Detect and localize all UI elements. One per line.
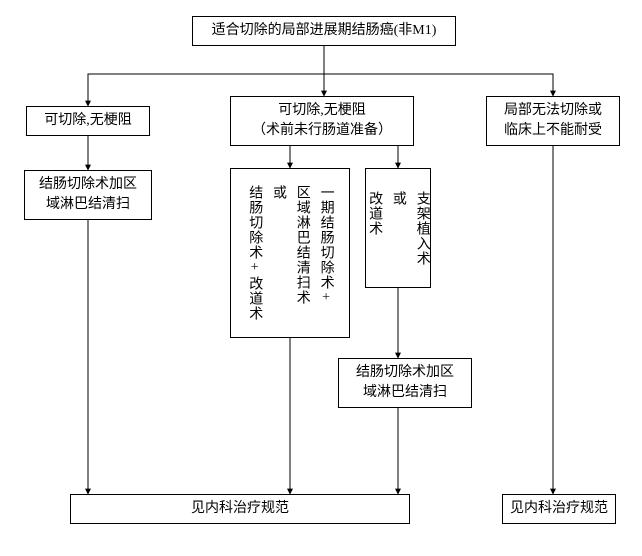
node-mid1: 可切除,无梗阻 （术前未行肠道准备） xyxy=(230,96,414,146)
node-mid2a-col1: 区域淋巴结清扫术 xyxy=(290,185,314,305)
node-left2-label: 结肠切除术加区 域淋巴结清扫 xyxy=(39,175,137,214)
node-left2: 结肠切除术加区 域淋巴结清扫 xyxy=(24,170,152,220)
node-mid2a-col2: 或 xyxy=(266,185,290,200)
node-out-left: 见内科治疗规范 xyxy=(70,494,410,524)
edge-root-right1 xyxy=(324,46,553,96)
node-mid2a-content: 结肠切除术+改道术 或 区域淋巴结清扫术 一期结肠切除术+ xyxy=(242,185,337,321)
node-out-left-label: 见内科治疗规范 xyxy=(191,499,289,519)
node-mid2b-content: 改道术 或 支架植入术 xyxy=(362,191,433,266)
node-mid2b: 改道术 或 支架植入术 xyxy=(365,168,431,288)
node-left1: 可切除,无梗阻 xyxy=(26,106,150,136)
node-mid1-label: 可切除,无梗阻 （术前未行肠道准备） xyxy=(252,101,392,140)
node-mid2a: 结肠切除术+改道术 或 区域淋巴结清扫术 一期结肠切除术+ xyxy=(230,168,350,338)
node-mid3: 结肠切除术加区 域淋巴结清扫 xyxy=(338,358,472,408)
node-mid2b-col1: 或 xyxy=(386,191,410,206)
node-root-label: 适合切除的局部进展期结肠癌(非M1) xyxy=(212,21,437,41)
node-root: 适合切除的局部进展期结肠癌(非M1) xyxy=(192,16,456,46)
node-mid2a-col0: 一期结肠切除术+ xyxy=(314,185,338,306)
node-mid2b-col2: 改道术 xyxy=(362,191,386,236)
node-right1-label: 局部无法切除或 临床上不能耐受 xyxy=(504,101,602,140)
node-right1: 局部无法切除或 临床上不能耐受 xyxy=(486,96,620,146)
node-mid2a-col3: 结肠切除术+改道术 xyxy=(242,185,266,321)
node-out-right: 见内科治疗规范 xyxy=(502,494,616,524)
node-mid3-label: 结肠切除术加区 域淋巴结清扫 xyxy=(356,363,454,402)
node-mid2b-col0: 支架植入术 xyxy=(410,191,434,266)
node-left1-label: 可切除,无梗阻 xyxy=(44,111,132,131)
node-out-right-label: 见内科治疗规范 xyxy=(510,499,608,519)
